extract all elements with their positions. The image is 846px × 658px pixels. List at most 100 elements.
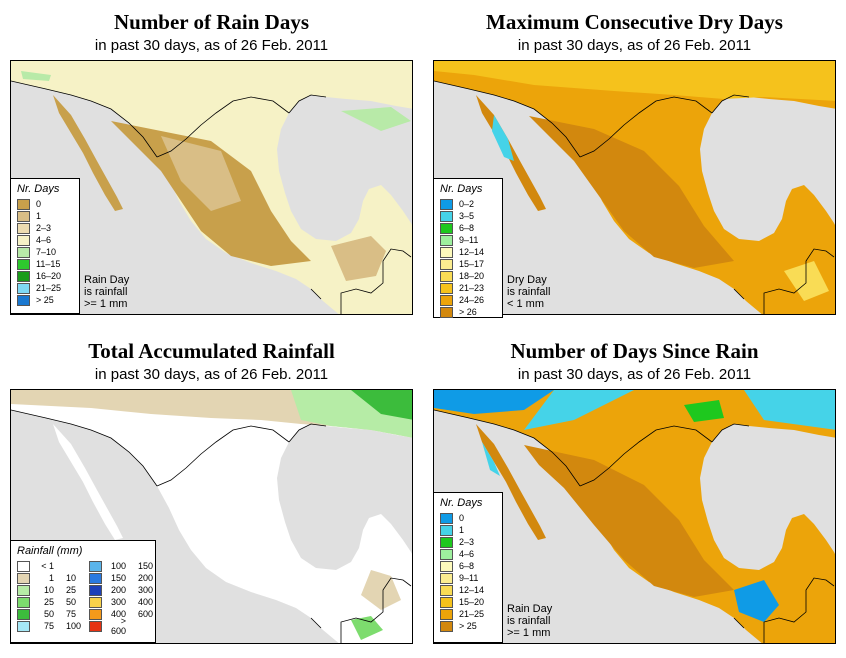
legend-item: 4–6	[434, 548, 502, 560]
panel-days-since-rain: Number of Days Since Rain in past 30 day…	[423, 329, 846, 658]
legend-item: 11–15	[11, 258, 79, 270]
legend-range-high: 50	[66, 597, 77, 607]
legend-swatch	[17, 584, 30, 596]
legend-range-low: 300	[110, 597, 126, 607]
legend-swatch	[17, 560, 30, 572]
legend-swatch	[440, 222, 453, 234]
legend-swatch	[17, 234, 30, 246]
legend-swatch	[89, 596, 102, 608]
note-line: is rainfall	[507, 615, 551, 627]
legend-item: 150 200	[83, 572, 155, 584]
legend-item: 12–14	[434, 584, 502, 596]
legend-label: > 26	[459, 307, 477, 317]
legend-item: 25 50	[11, 596, 83, 608]
legend-range-low: 400	[110, 609, 126, 619]
legend-label: > 25	[459, 621, 477, 631]
legend-range-low: 25	[43, 597, 54, 607]
legend-swatch	[440, 608, 453, 620]
legend-swatch	[440, 512, 453, 524]
legend-swatch	[440, 536, 453, 548]
legend-swatch	[440, 210, 453, 222]
legend-label: 6–8	[459, 561, 475, 571]
legend-label: 2–3	[36, 223, 52, 233]
legend-swatch	[440, 596, 453, 608]
legend-item: 75 100	[11, 620, 83, 632]
legend-title: Nr. Days	[440, 497, 483, 509]
legend-rows: 0 1 2–3 4–6 6–8 9–11 12–14 15–20 21–25 > 25	[434, 512, 502, 632]
legend-item: 1	[434, 524, 502, 536]
legend-swatch	[440, 548, 453, 560]
legend-item: 300 400	[83, 596, 155, 608]
legend-label: 21–25	[459, 609, 485, 619]
legend-item: 24–26	[434, 294, 502, 306]
legend-swatch	[440, 198, 453, 210]
legend-item: 10 25	[11, 584, 83, 596]
legend-item: > 600	[83, 616, 155, 636]
legend-item: 50 75	[11, 608, 83, 620]
legend-columns: < 1 1 10 10 25 25 50 50 75 75 100 100 150 150 200 200 3…	[11, 560, 155, 636]
legend-range-low: 1	[48, 573, 54, 583]
legend-item: > 26	[434, 306, 502, 318]
legend-range-high: 600	[138, 609, 154, 619]
panel-subtitle: in past 30 days, as of 26 Feb. 2011	[94, 366, 329, 383]
legend-swatch	[440, 620, 453, 632]
legend-swatch	[440, 246, 453, 258]
legend-swatch	[17, 258, 30, 270]
panel-dry-days: Maximum Consecutive Dry Days in past 30 …	[423, 0, 846, 329]
legend-item: 100 150	[83, 560, 155, 572]
legend-title: Nr. Days	[17, 183, 60, 195]
legend-swatch	[17, 294, 30, 306]
panel-subtitle: in past 30 days, as of 26 Feb. 2011	[94, 37, 329, 54]
legend-swatch	[89, 608, 102, 620]
legend-label: 2–3	[459, 537, 475, 547]
legend-label: 0	[36, 199, 42, 209]
legend-range-low: 100	[110, 561, 126, 571]
legend-label: 18–20	[459, 271, 485, 281]
legend-swatch	[17, 608, 30, 620]
note-line: Rain Day	[507, 603, 553, 615]
legend-swatch	[17, 246, 30, 258]
legend-range-high: 10	[66, 573, 77, 583]
legend-label: 7–10	[36, 247, 57, 257]
legend-label: 4–6	[36, 235, 52, 245]
legend-label: 24–26	[459, 295, 485, 305]
legend-swatch	[440, 560, 453, 572]
legend-item: 0–2	[434, 198, 502, 210]
legend-swatch	[17, 210, 30, 222]
legend-range-low: > 600	[110, 616, 126, 636]
legend-swatch	[440, 294, 453, 306]
note-line: >= 1 mm	[84, 298, 128, 310]
legend-label: 15–17	[459, 259, 485, 269]
legend-swatch	[89, 572, 102, 584]
legend-item: > 25	[434, 620, 502, 632]
legend-swatch	[17, 198, 30, 210]
legend-item: 0	[434, 512, 502, 524]
legend-item: 400 600	[83, 608, 155, 620]
legend-swatch	[440, 234, 453, 246]
legend-label: > 25	[36, 295, 54, 305]
note-line: < 1 mm	[507, 298, 544, 310]
legend-range-high: 400	[138, 597, 154, 607]
legend-label: 3–5	[459, 211, 475, 221]
legend-label: 6–8	[459, 223, 475, 233]
legend-total-rainfall: Rainfall (mm) < 1 1 10 10 25 25 50 50 75 75 100 10…	[10, 540, 156, 643]
legend-item: 2–3	[11, 222, 79, 234]
legend-swatch	[440, 306, 453, 318]
legend-range-high: 75	[66, 609, 77, 619]
legend-item: 7–10	[11, 246, 79, 258]
legend-swatch	[17, 596, 30, 608]
legend-item: < 1	[11, 560, 83, 572]
legend-swatch	[440, 572, 453, 584]
legend-swatch	[17, 572, 30, 584]
legend-rain-days: Nr. Days 0 1 2–3 4–6 7–10 11–15 16–20 21–25 > 25	[10, 178, 80, 314]
panel-total-rainfall: Total Accumulated Rainfall in past 30 da…	[0, 329, 423, 658]
legend-col-left: < 1 1 10 10 25 25 50 50 75 75 100	[11, 560, 83, 632]
legend-swatch	[440, 282, 453, 294]
legend-label: 16–20	[36, 271, 62, 281]
legend-range-low: < 1	[41, 561, 54, 571]
legend-label: 0–2	[459, 199, 475, 209]
legend-item: 6–8	[434, 222, 502, 234]
legend-label: 4–6	[459, 549, 475, 559]
panel-subtitle: in past 30 days, as of 26 Feb. 2011	[517, 366, 752, 383]
legend-swatch	[440, 258, 453, 270]
